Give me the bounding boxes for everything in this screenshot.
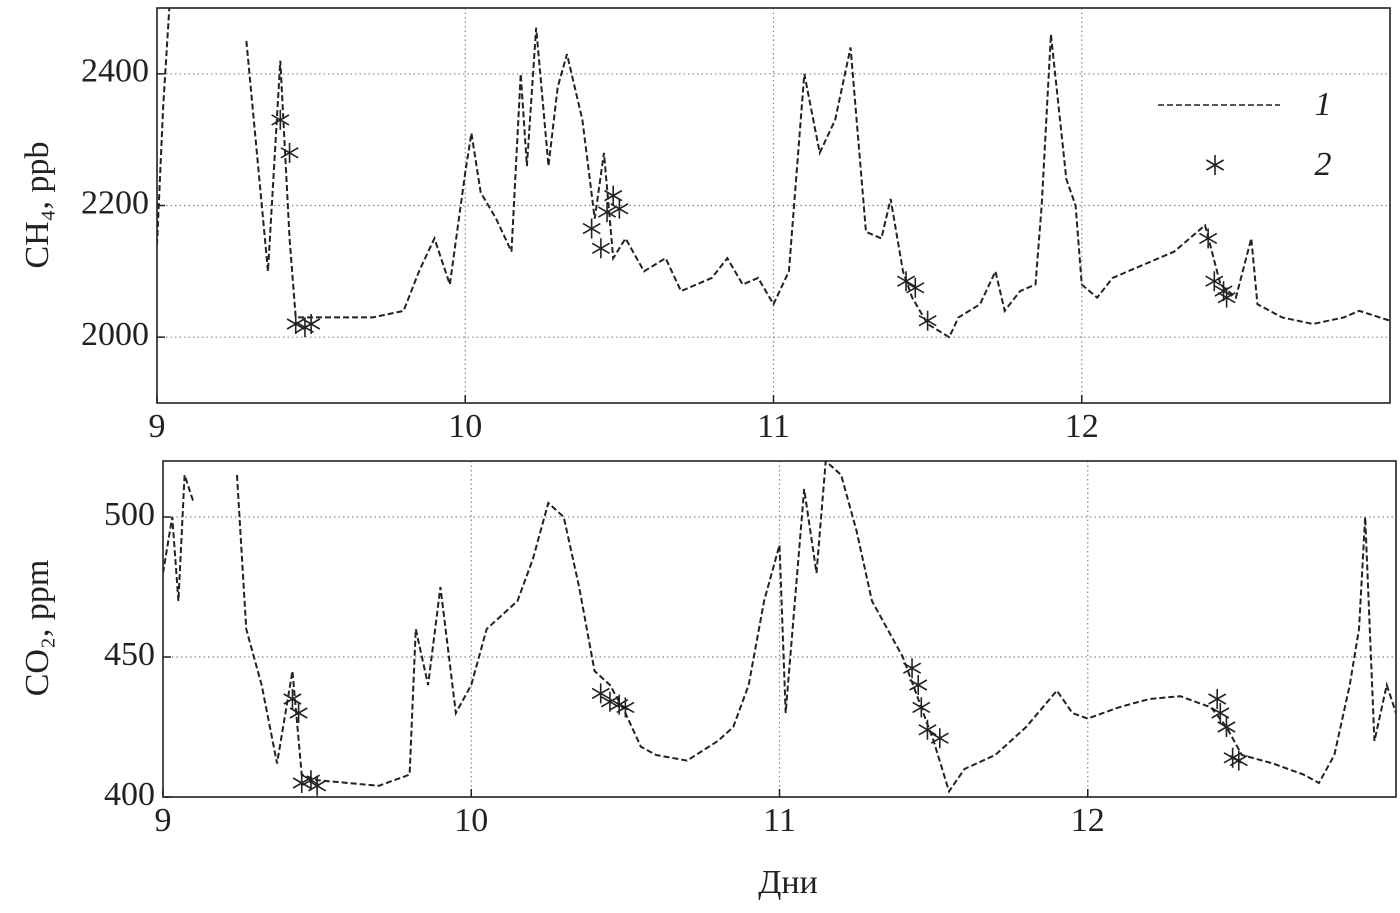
star-marker xyxy=(918,310,937,331)
x-tick-label: 12 xyxy=(1071,802,1105,839)
star-marker xyxy=(1217,717,1236,737)
plot-frame xyxy=(156,7,1391,404)
star-marker xyxy=(280,142,299,163)
y-axis-label: CO₂, ppm xyxy=(19,560,56,697)
star-marker xyxy=(902,658,922,679)
x-tick-label: 10 xyxy=(454,802,488,839)
star-marker xyxy=(930,728,949,749)
legend-label: 2 xyxy=(1315,146,1332,183)
y-tick-label: 500 xyxy=(104,496,155,533)
plot-frame xyxy=(162,460,1397,798)
star-marker xyxy=(610,198,629,219)
star-marker xyxy=(1211,703,1230,723)
x-tick-label: 9 xyxy=(149,408,166,445)
star-marker xyxy=(918,719,937,740)
y-tick-label: 2400 xyxy=(81,53,149,90)
star-marker xyxy=(600,691,620,712)
x-tick-label: 10 xyxy=(448,408,482,445)
legend-marker xyxy=(1205,155,1225,175)
star-marker xyxy=(302,314,321,334)
legend-box xyxy=(1140,80,1380,195)
star-marker xyxy=(896,271,916,292)
star-marker xyxy=(308,775,327,796)
x-tick-label: 12 xyxy=(1065,408,1099,445)
data-line xyxy=(157,8,1390,339)
star-marker xyxy=(283,689,302,709)
star-marker xyxy=(597,202,617,223)
star-marker xyxy=(582,218,601,239)
star-marker xyxy=(616,697,635,718)
star-marker xyxy=(1208,689,1227,709)
star-marker xyxy=(271,109,290,130)
star-marker xyxy=(1199,228,1218,249)
star-marker xyxy=(912,697,931,718)
star-marker xyxy=(591,683,610,704)
y-tick-label: 450 xyxy=(104,636,155,673)
data-line xyxy=(163,461,1396,794)
x-tick-label: 11 xyxy=(763,802,796,839)
x-tick-label: 11 xyxy=(757,408,790,445)
star-marker xyxy=(1205,271,1224,292)
star-marker xyxy=(289,703,308,723)
star-marker xyxy=(909,675,928,695)
star-marker xyxy=(1217,287,1236,308)
x-axis-label: Дни xyxy=(758,864,818,901)
legend-label: 1 xyxy=(1315,86,1332,123)
star-marker xyxy=(286,314,305,334)
star-marker xyxy=(1214,281,1233,302)
x-tick-label: 9 xyxy=(155,802,172,839)
star-marker xyxy=(591,238,610,259)
star-marker xyxy=(292,773,311,793)
y-tick-label: 400 xyxy=(104,776,155,813)
y-tick-label: 2200 xyxy=(81,184,149,221)
y-axis-label: CH₄, ppb xyxy=(19,141,56,268)
star-marker xyxy=(906,277,925,298)
y-tick-label: 2000 xyxy=(81,316,149,353)
star-marker xyxy=(1229,750,1248,771)
